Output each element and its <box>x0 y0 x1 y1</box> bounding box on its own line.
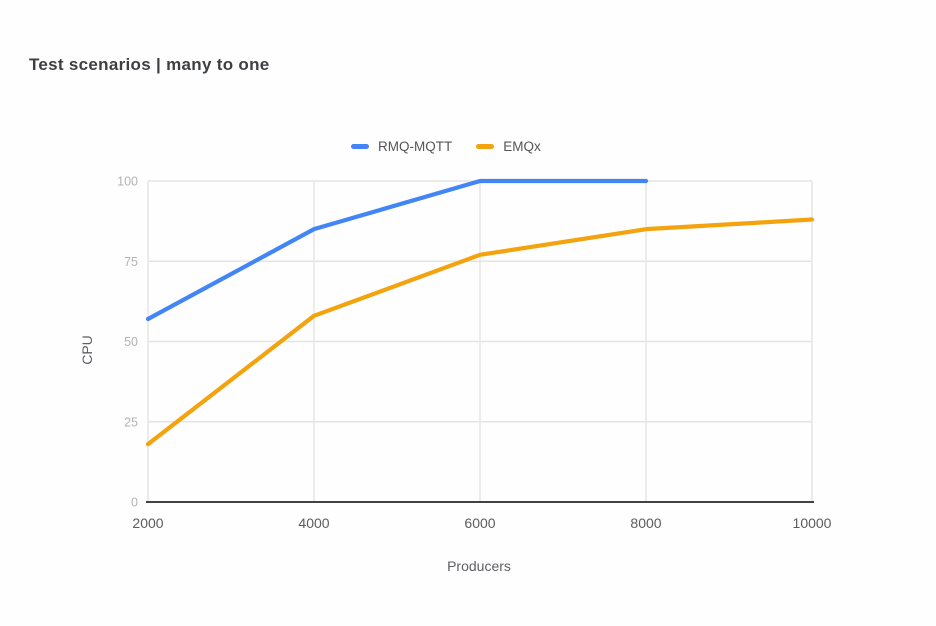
y-axis-title: CPU <box>79 335 95 365</box>
legend-label-emqx: EMQx <box>503 139 541 154</box>
legend-item-rmq-mqtt: RMQ-MQTT <box>351 139 452 154</box>
y-tick-label: 50 <box>124 335 138 349</box>
y-tick-label: 25 <box>124 415 138 429</box>
legend: RMQ-MQTT EMQx <box>351 139 541 154</box>
x-tick-label: 8000 <box>630 515 661 531</box>
x-tick-label: 4000 <box>298 515 329 531</box>
y-tick-label: 75 <box>124 255 138 269</box>
y-tick-label: 100 <box>117 175 138 189</box>
legend-swatch-rmq-mqtt-icon <box>351 144 369 149</box>
series-line-rmq-mqtt <box>145 178 649 322</box>
legend-label-rmq-mqtt: RMQ-MQTT <box>378 139 453 154</box>
y-tick-label: 0 <box>131 496 138 510</box>
x-tick-label: 2000 <box>132 515 163 531</box>
chart-title: Test scenarios | many to one <box>29 55 270 74</box>
x-axis-title: Producers <box>447 558 511 574</box>
legend-swatch-emqx-icon <box>476 144 495 149</box>
x-tick-label: 10000 <box>793 515 832 531</box>
legend-item-emqx: EMQx <box>476 139 541 154</box>
x-tick-label: 6000 <box>464 515 495 531</box>
series-line-emqx <box>145 217 815 447</box>
